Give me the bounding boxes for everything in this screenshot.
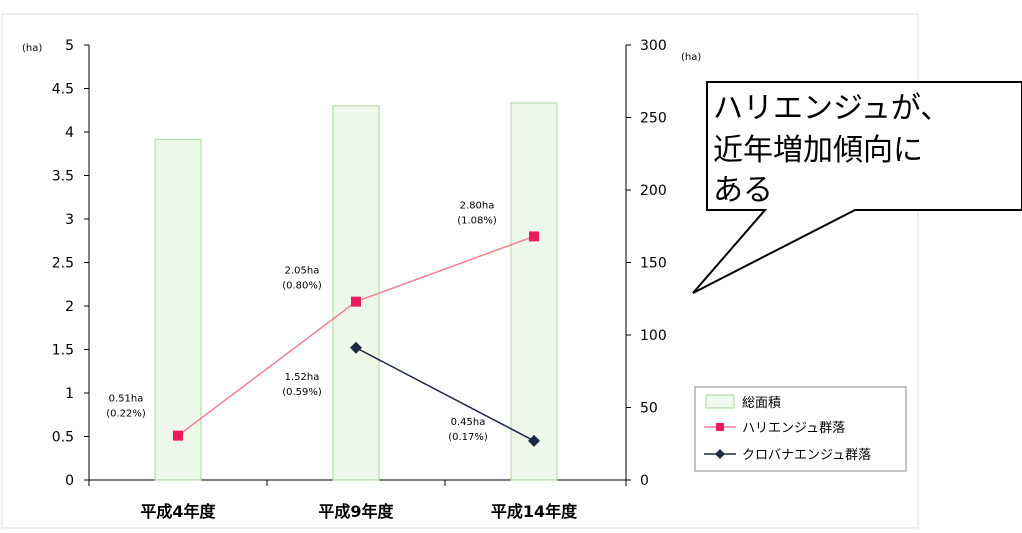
x-tick-label: 平成4年度: [140, 502, 216, 521]
callout-line-2: 近年増加傾向に: [713, 133, 923, 168]
data-label: (0.22%): [106, 409, 146, 420]
callout-line-3: ある: [713, 173, 773, 208]
line-series: 0.51ha (0.22%) 2.05ha (0.80%) 2.80ha (1.08%) 1…: [106, 200, 540, 447]
left-axis-unit: (ha): [22, 43, 42, 54]
right-tick-label: 200: [640, 183, 667, 199]
data-label: 2.05ha: [285, 266, 320, 277]
data-point: [350, 341, 362, 354]
callout-line-1: ハリエンジュが、: [713, 91, 950, 126]
x-tick-label: 平成14年度: [491, 502, 578, 521]
right-tick-label: 300: [640, 38, 667, 54]
right-tick-label: 250: [640, 111, 667, 127]
left-axis-ticks: 0 0.5 1 1.5 2 2.5 3 3.5 4 4.5 5: [52, 38, 89, 489]
left-tick-label: 2.5: [52, 256, 74, 272]
bar: [332, 105, 380, 481]
legend-label-total-area: 総面積: [742, 396, 781, 411]
x-axis-labels: 平成4年度 平成9年度 平成14年度: [88, 480, 627, 521]
legend-swatch-total-area: [705, 394, 735, 409]
data-label: (0.59%): [282, 387, 322, 398]
left-tick-label: 3.5: [52, 169, 74, 185]
data-label: (0.80%): [282, 281, 322, 292]
data-point: [528, 434, 540, 447]
bar-series: [154, 102, 558, 481]
left-tick-label: 5: [65, 38, 74, 54]
left-tick-label: 1: [65, 386, 74, 402]
legend-marker-kurobana: [715, 449, 725, 459]
data-label: (0.17%): [448, 432, 488, 443]
data-label: (1.08%): [457, 215, 497, 226]
left-tick-label: 0.5: [52, 430, 74, 446]
right-tick-label: 100: [640, 328, 667, 344]
data-label: 0.45ha: [451, 417, 486, 428]
right-tick-label: 0: [640, 473, 649, 489]
right-tick-label: 50: [640, 401, 658, 417]
legend-label-kurobana: クロバナエンジュ群落: [742, 448, 871, 463]
right-axis-unit: (ha): [681, 52, 701, 63]
data-point: [351, 296, 361, 307]
left-tick-label: 4: [65, 125, 74, 141]
x-tick-label: 平成9年度: [318, 502, 394, 521]
left-tick-label: 2: [65, 299, 74, 315]
left-tick-label: 0: [65, 473, 74, 489]
data-point: [173, 430, 183, 441]
legend: 総面積 ハリエンジュ群落 クロバナエンジュ群落: [694, 386, 907, 472]
data-label: 2.80ha: [460, 200, 495, 211]
left-tick-label: 4.5: [52, 82, 74, 98]
legend-marker-harienju: [716, 423, 724, 431]
data-point: [529, 231, 539, 242]
callout-bubble: [692, 81, 1022, 294]
legend-label-harienju: ハリエンジュ群落: [742, 421, 845, 436]
left-tick-label: 3: [65, 212, 74, 228]
right-axis-ticks: 0 50 100 150 200 250 300: [626, 38, 667, 489]
bar: [510, 102, 558, 481]
series-line: [355, 347, 535, 442]
left-tick-label: 1.5: [52, 343, 74, 359]
callout: ハリエンジュが、 近年増加傾向に ある: [692, 81, 1022, 294]
data-label: 1.52ha: [285, 372, 320, 383]
right-tick-label: 150: [640, 256, 667, 272]
bar: [154, 138, 202, 481]
data-label: 0.51ha: [109, 394, 144, 405]
